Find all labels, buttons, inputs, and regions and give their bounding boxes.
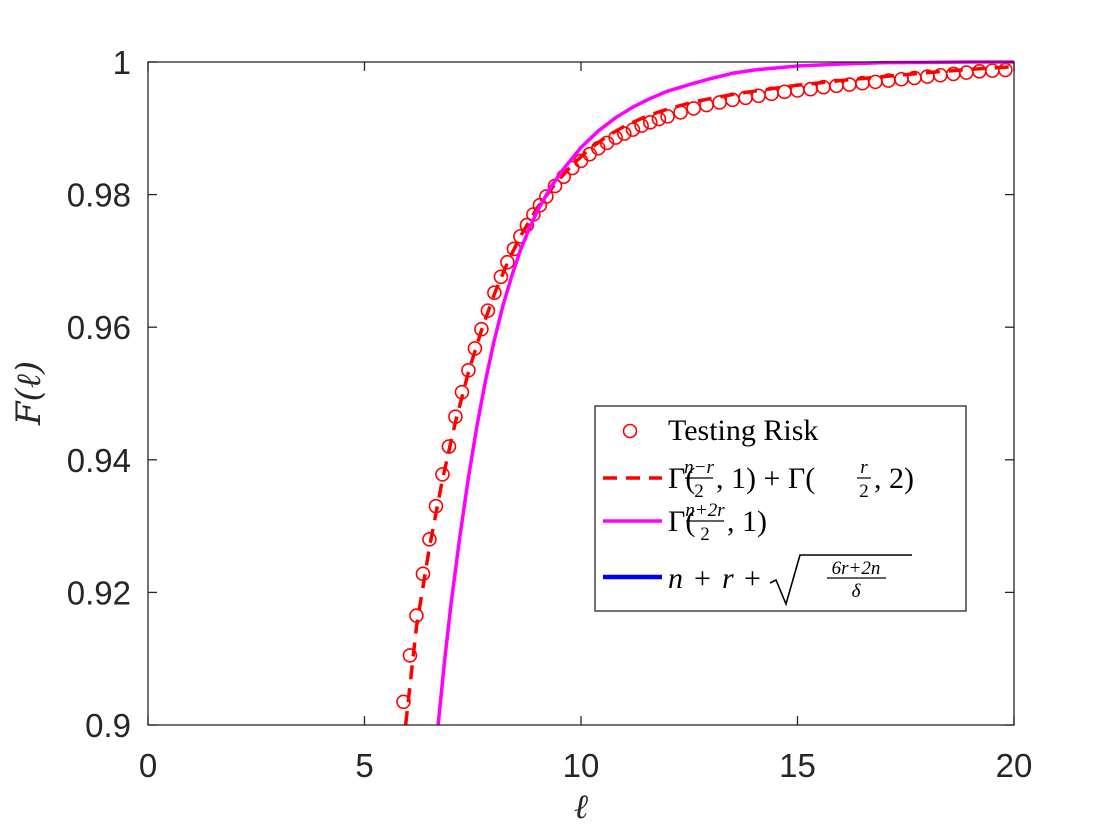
legend-marker-testing-risk	[622, 423, 638, 439]
svg-text:+: +	[744, 562, 761, 595]
svg-text:, 1) + Γ(: , 1) + Γ(	[716, 462, 815, 495]
y-tick-label: 0.9	[85, 707, 131, 744]
svg-text:n−r: n−r	[684, 457, 714, 478]
y-tick-label: 0.92	[67, 574, 131, 611]
axis-layer: 0 5 10 15 20 0.9 0.92 0.94 0.96 0.98 1	[67, 44, 1033, 784]
svg-text:r: r	[860, 457, 868, 478]
svg-text:n+2r: n+2r	[685, 500, 725, 521]
svg-text:, 2): , 2)	[874, 462, 914, 495]
data-point	[396, 694, 411, 710]
data-point	[660, 109, 675, 124]
y-tick-label: 1	[113, 44, 131, 81]
svg-text:2: 2	[700, 524, 710, 545]
svg-text:, 1): , 1)	[727, 505, 767, 538]
data-point	[500, 254, 515, 270]
x-axis-label: ℓ	[574, 787, 588, 827]
legend: Testing Risk Γ( n−r 2 , 1) + Γ( r 2 , 2)…	[594, 405, 967, 612]
data-point	[422, 532, 437, 547]
data-point	[441, 439, 457, 454]
svg-text:2: 2	[859, 481, 869, 502]
svg-text:2: 2	[694, 481, 704, 502]
x-tick-label: 15	[779, 747, 816, 784]
data-point	[402, 648, 418, 663]
y-tick-label: 0.98	[67, 177, 131, 214]
x-tick-label: 0	[139, 747, 157, 784]
data-point	[642, 115, 658, 130]
x-tick-label: 5	[355, 747, 373, 784]
x-tick-label: 10	[563, 747, 600, 784]
data-point	[493, 269, 509, 285]
x-tick-label: 20	[996, 747, 1033, 784]
y-axis-label: F(ℓ)	[9, 361, 49, 426]
data-point	[435, 467, 450, 482]
y-tick-label: 0.96	[67, 309, 131, 346]
legend-label-bound: n + r + 6r+2n δ	[668, 554, 912, 607]
data-point	[539, 189, 554, 204]
data-point	[487, 285, 502, 301]
svg-text:δ: δ	[852, 581, 862, 602]
legend-label-gamma-single: Γ( n+2r 2 , 1)	[668, 500, 767, 545]
legend-label-testing-risk: Testing Risk	[668, 414, 818, 447]
legend-label-gamma-sum: Γ( n−r 2 , 1) + Γ( r 2 , 2)	[668, 457, 914, 502]
plot-area	[148, 62, 1014, 725]
svg-text:6r+2n: 6r+2n	[832, 558, 881, 579]
svg-text:+: +	[694, 562, 711, 595]
y-tick-label: 0.94	[67, 442, 131, 479]
svg-text:r: r	[722, 562, 734, 595]
series-gamma-sum-line	[403, 64, 1015, 726]
svg-text:n: n	[668, 562, 683, 595]
